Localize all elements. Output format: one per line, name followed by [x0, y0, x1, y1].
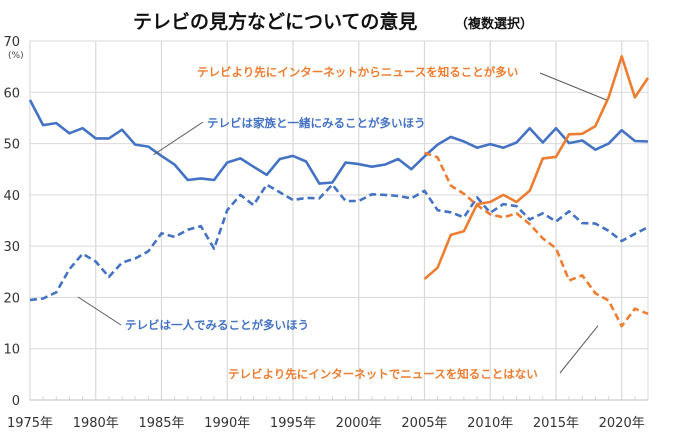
annotation-label: テレビは家族と一緒にみることが多いほう [207, 116, 426, 130]
y-tick-label: 50 [3, 138, 20, 153]
series-line-3 [424, 151, 649, 328]
x-tick-label: 1995年 [270, 416, 316, 431]
grid [29, 40, 649, 401]
series-group [28, 55, 650, 328]
series-line-2 [423, 55, 650, 280]
y-tick-label: 40 [3, 189, 20, 204]
annotation-leader-line [539, 72, 607, 101]
series-line-0 [28, 99, 649, 185]
x-axis: 1975年 1980年 1985年 1990年 1995年 2000年 2005年 2010年… [7, 416, 645, 431]
y-tick-label: 60 [3, 86, 20, 101]
chart-title: テレビの見方などについての意見 [133, 10, 417, 33]
y-tick-label: 30 [3, 240, 20, 255]
x-tick-label: 1985年 [138, 416, 184, 431]
x-tick-label: 2000年 [336, 416, 382, 431]
x-tick-label: 2010年 [467, 416, 513, 431]
annotation-leader-line [559, 325, 599, 374]
y-axis: 0 10 20 30 40 50 60 70 [3, 35, 20, 409]
y-axis-unit: (%) [8, 51, 24, 61]
annotation-label: テレビより先にインターネットでニュースを知ることはない [228, 367, 538, 381]
x-tick-label: 2020年 [599, 416, 645, 431]
annotation-leader-line [77, 296, 122, 326]
annotations: テレビより先にインターネットからニュースを知ることが多いテレビは家族と一緒にみる… [77, 65, 607, 381]
series-line-1 [29, 183, 649, 302]
annotation-label: テレビは一人でみることが多いほう [125, 318, 309, 332]
y-tick-label: 10 [3, 343, 20, 358]
x-tick-label: 2005年 [401, 416, 447, 431]
x-tick-label: 1990年 [204, 416, 250, 431]
annotation-label: テレビより先にインターネットからニュースを知ることが多い [197, 65, 518, 79]
y-tick-label: 0 [12, 394, 20, 409]
x-tick-label: 1980年 [73, 416, 119, 431]
chart-subtitle: （複数選択） [455, 16, 533, 32]
annotation-leader-line [153, 121, 204, 156]
y-tick-label: 20 [3, 291, 20, 306]
x-tick-label: 2015年 [533, 416, 579, 431]
x-tick-label: 1975年 [7, 416, 53, 431]
y-tick-label: 70 [3, 35, 20, 50]
